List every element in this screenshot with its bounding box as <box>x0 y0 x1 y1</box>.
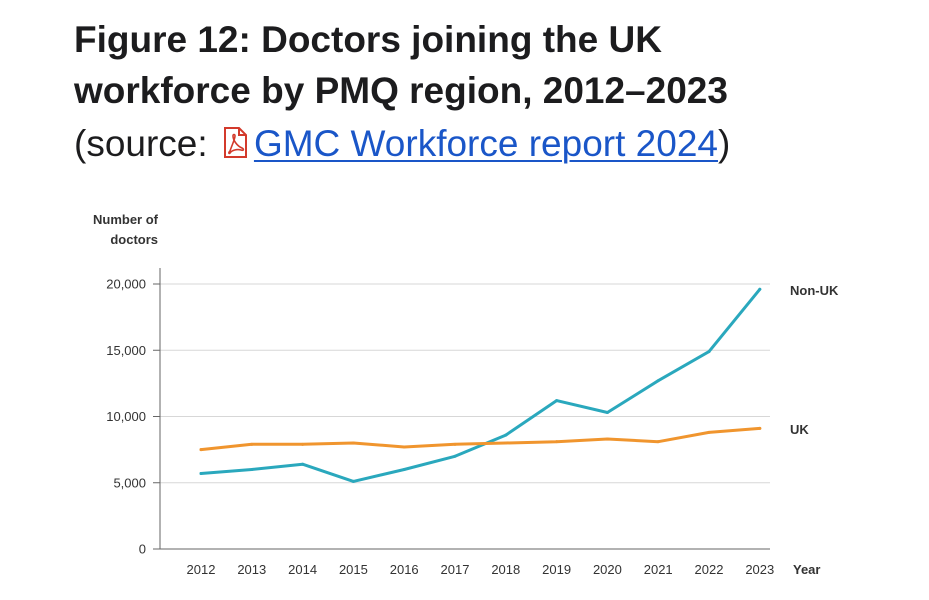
y-tick-label: 15,000 <box>106 343 146 358</box>
y-tick-label: 0 <box>139 542 146 557</box>
series-label-non-uk: Non-UK <box>790 283 839 298</box>
data-point-non-uk <box>301 462 305 466</box>
x-tick-label: 2023 <box>745 562 774 577</box>
x-tick-label: 2019 <box>542 562 571 577</box>
data-point-non-uk <box>605 411 609 415</box>
data-point-non-uk <box>758 287 762 291</box>
x-tick-label: 2013 <box>237 562 266 577</box>
x-axis-ticks: 2012 2013 2014 2015 2016 2017 2018 2019 2020 2021… <box>187 562 821 577</box>
x-axis-title: Year <box>793 562 820 577</box>
data-point-uk <box>453 442 457 446</box>
y-axis-ticks: 0 5,000 10,000 15,000 20,000 <box>106 277 160 557</box>
data-point-uk <box>707 430 711 434</box>
axes <box>159 268 770 550</box>
x-tick-label: 2014 <box>288 562 317 577</box>
data-point-non-uk <box>656 379 660 383</box>
y-tick-label: 10,000 <box>106 409 146 424</box>
series-line-non-uk <box>199 287 762 483</box>
data-point-non-uk <box>250 468 254 471</box>
data-point-uk <box>351 441 355 445</box>
data-point-uk <box>504 441 508 445</box>
data-point-uk <box>402 445 406 449</box>
x-tick-label: 2017 <box>441 562 470 577</box>
figure-heading: Figure 12: Doctors joining the UK workfo… <box>74 14 874 116</box>
y-tick-label: 20,000 <box>106 277 146 292</box>
series-line-uk <box>199 426 762 452</box>
line-chart: Number of doctors 0 5,000 10,000 15,000 20,00… <box>93 212 839 577</box>
series-label-uk: UK <box>790 422 809 437</box>
data-point-non-uk <box>504 433 508 437</box>
data-point-non-uk <box>199 471 203 475</box>
y-axis-title-line-1: Number of <box>93 212 159 227</box>
x-tick-label: 2022 <box>695 562 724 577</box>
data-point-non-uk <box>351 479 355 483</box>
next-paragraph-cutoff <box>74 589 834 600</box>
source-prefix: (source: <box>74 123 218 164</box>
series-labels: Non-UK UK <box>790 283 839 437</box>
y-axis-title-line-2: doctors <box>110 232 158 247</box>
figure-title-line-2: workforce by PMQ region, 2012–2023 <box>74 70 728 111</box>
data-point-uk <box>555 440 559 444</box>
pdf-file-icon <box>222 124 248 170</box>
data-point-uk <box>250 442 254 446</box>
x-tick-label: 2012 <box>187 562 216 577</box>
data-point-non-uk <box>707 350 711 354</box>
y-axis-title: Number of doctors <box>93 212 159 247</box>
x-tick-label: 2015 <box>339 562 368 577</box>
series-lines <box>199 287 762 483</box>
gridlines <box>160 283 770 484</box>
data-point-uk <box>656 440 660 444</box>
data-point-non-uk <box>453 454 457 458</box>
x-tick-label: 2021 <box>644 562 673 577</box>
figure-title-line-1: Figure 12: Doctors joining the UK <box>74 19 662 60</box>
x-tick-label: 2018 <box>491 562 520 577</box>
data-point-uk <box>301 442 305 446</box>
y-tick-label: 5,000 <box>113 475 146 490</box>
source-suffix: ) <box>717 123 731 164</box>
data-point-uk <box>199 448 203 452</box>
gmc-report-link[interactable]: GMC Workforce report 2024 <box>253 123 718 164</box>
data-point-non-uk <box>402 468 406 471</box>
x-tick-label: 2016 <box>390 562 419 577</box>
figure-source: (source: GMC Workforce report 2024) <box>74 121 730 170</box>
x-tick-label: 2020 <box>593 562 622 577</box>
data-point-non-uk <box>555 399 559 403</box>
data-point-uk <box>605 437 609 441</box>
data-point-uk <box>758 426 762 430</box>
